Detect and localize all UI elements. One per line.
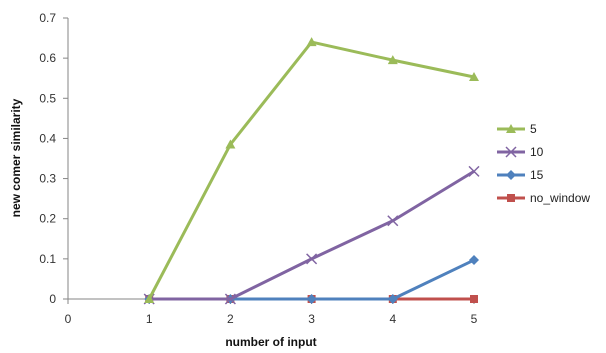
x-tick-label: 5 [471, 312, 478, 326]
legend-marker [506, 124, 516, 133]
x-tick-label: 1 [146, 312, 153, 326]
series-10 [143, 165, 480, 305]
legend-label: 15 [530, 168, 544, 182]
data-point-marker [470, 295, 478, 303]
y-tick-label: 0.5 [39, 91, 56, 105]
y-tick-label: 0.1 [39, 252, 56, 266]
legend-marker [506, 170, 516, 180]
y-tick-label: 0.4 [39, 131, 56, 145]
series-layer [143, 37, 480, 305]
x-tick-label: 3 [308, 312, 315, 326]
y-tick-label: 0.7 [39, 11, 56, 25]
y-axis-label: new comer similarity [9, 98, 23, 217]
x-axis-ticks: 0 1 2 3 4 5 [65, 299, 478, 326]
legend: 5 10 15 no_window [497, 122, 590, 205]
y-tick-label: 0.2 [39, 212, 56, 226]
x-tick-label: 0 [65, 312, 72, 326]
data-point-marker [306, 294, 317, 304]
data-point-marker [387, 294, 398, 304]
data-point-marker [144, 294, 155, 303]
data-point-marker [387, 215, 399, 227]
legend-marker [505, 146, 517, 158]
data-point-marker [306, 37, 317, 47]
data-point-marker [469, 255, 479, 266]
data-point-marker [225, 139, 236, 149]
axes [67, 18, 474, 300]
x-tick-label: 4 [389, 312, 396, 326]
x-axis-label: number of input [225, 335, 316, 349]
legend-label: 10 [530, 145, 544, 159]
data-point-marker [468, 165, 480, 177]
y-tick-label: 0 [49, 292, 56, 306]
series-line [149, 258, 475, 301]
series-5 [144, 37, 479, 303]
series-line [149, 170, 475, 301]
legend-marker [507, 194, 515, 202]
data-point-marker [306, 253, 318, 265]
legend-label: 5 [530, 122, 537, 136]
legend-item: no_window [497, 191, 590, 205]
data-point-marker [387, 55, 398, 65]
legend-item: 10 [497, 145, 544, 159]
y-axis-ticks: 0 0.1 0.2 0.3 0.4 0.5 0.6 0.7 [39, 11, 68, 306]
data-point-marker [224, 293, 236, 305]
y-tick-label: 0.6 [39, 51, 56, 65]
legend-item: 15 [497, 168, 544, 182]
x-tick-label: 2 [227, 312, 234, 326]
y-tick-label: 0.3 [39, 172, 56, 186]
data-point-marker [469, 72, 479, 82]
series-15 [144, 255, 479, 304]
legend-label: no_window [530, 191, 590, 205]
legend-item: 5 [497, 122, 537, 136]
